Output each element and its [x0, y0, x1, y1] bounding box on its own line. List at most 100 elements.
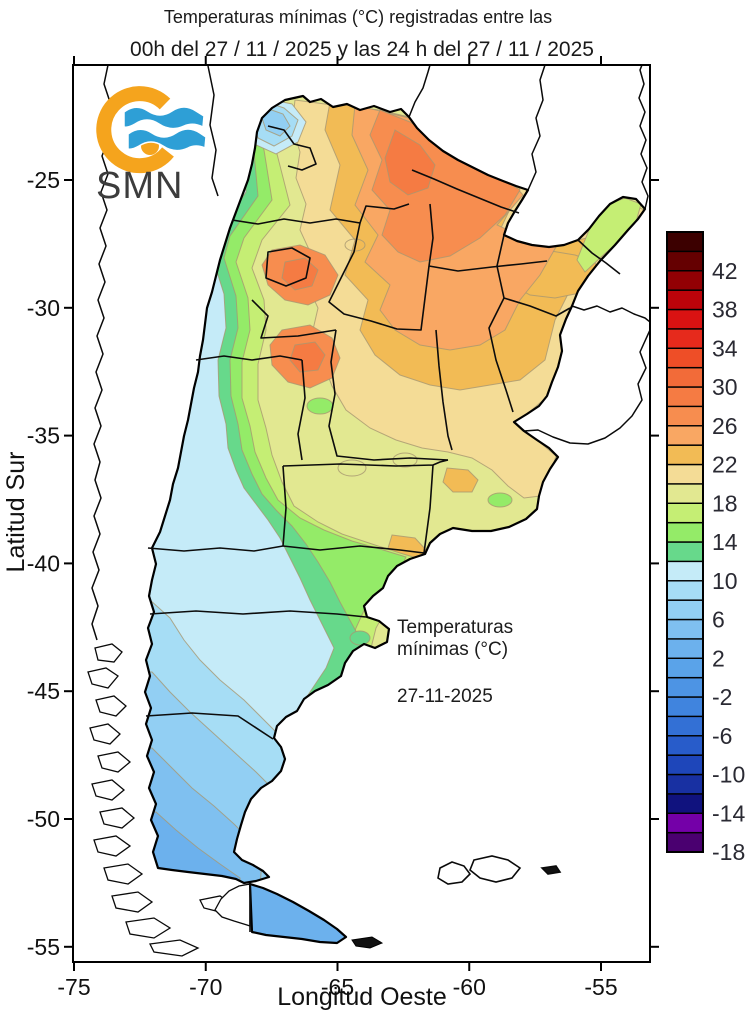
smn-logo-ring — [96, 86, 174, 174]
colorbar-cell-22-24 — [666, 444, 704, 466]
x-tick-label: -55 — [584, 974, 617, 1000]
colorbar-cell-16-18 — [666, 502, 704, 524]
colorbar-label: -2 — [712, 684, 732, 710]
paraguay-brazil-border — [638, 66, 649, 210]
colorbar-label: 6 — [712, 607, 725, 633]
tdf-chile-part — [214, 883, 251, 927]
plot-frame-overlay — [72, 64, 651, 963]
colorbar-cell-14-16 — [666, 521, 704, 543]
colorbar-cell-40-42 — [666, 270, 704, 291]
contour-ring-1 — [392, 452, 418, 468]
title-line2: 00h del 27 / 11 / 2025 y las 24 h del 27… — [130, 38, 594, 61]
colorbar — [666, 231, 704, 853]
annotation-line2: mínimas (°C) — [397, 639, 508, 660]
colorbar-cell-0-2 — [666, 657, 704, 679]
map-annotation: Temperaturas mínimas (°C) 27-11-2025 — [397, 617, 513, 707]
malvinas-islands — [437, 855, 562, 885]
isla-de-los-estados — [351, 936, 384, 949]
colorbar-cell-8-10 — [666, 580, 704, 601]
colorbar-cell-28-30 — [666, 386, 704, 408]
colorbar-cell--16--14 — [666, 812, 704, 834]
neighbor-borders — [91, 66, 649, 641]
colorbar-label: 22 — [712, 452, 738, 478]
colorbar-label: 30 — [712, 374, 738, 400]
y-axis-ticks: -25 -30 -35 -40 -45 -50 -55 — [27, 167, 659, 960]
colorbar-labels: 42 38 34 30 26 22 18 14 10 6 2 -2 -6 -10 -14 -18 — [712, 258, 745, 865]
colorbar-label: 38 — [712, 297, 738, 323]
smn-logo: SMN — [96, 86, 207, 207]
colorbar-cell--14--12 — [666, 793, 704, 814]
colorbar-cell--18--16 — [666, 831, 704, 853]
colorbar-cell-36-38 — [666, 308, 704, 330]
y-tick-label: -30 — [27, 295, 60, 321]
smn-logo-text: SMN — [96, 165, 183, 207]
colorbar-cell-18-20 — [666, 483, 704, 504]
colorbar-label: 10 — [712, 568, 738, 594]
y-tick-label: -25 — [27, 167, 60, 193]
colorbar-cell-38-40 — [666, 289, 704, 311]
colorbar-cell-20-22 — [666, 463, 704, 485]
colorbar-label: 18 — [712, 490, 738, 516]
colorbar-cell-44-46 — [666, 231, 704, 253]
spot-gold-ba-east — [442, 467, 479, 493]
paraguay-river-border — [527, 66, 546, 191]
colorbar-label: -18 — [712, 839, 745, 865]
colorbar-label: -6 — [712, 723, 732, 749]
colorbar-cell-30-32 — [666, 366, 704, 388]
province-borders — [145, 125, 621, 932]
colorbar-label: 34 — [712, 335, 738, 361]
colorbar-label: -14 — [712, 800, 745, 826]
colorbar-cell-6-8 — [666, 599, 704, 621]
x-tick-label: -60 — [453, 974, 486, 1000]
colorbar-cell-12-14 — [666, 541, 704, 563]
colorbar-cell-24-26 — [666, 425, 704, 446]
colorbar-cell--4--2 — [666, 696, 704, 718]
bolivia-paraguay-border — [408, 66, 431, 118]
x-tick-label: -75 — [57, 974, 90, 1000]
colorbar-border — [666, 231, 704, 853]
colorbar-cell-42-44 — [666, 250, 704, 272]
colorbar-cell--8--6 — [666, 735, 704, 756]
pacific-coast-line — [91, 66, 111, 641]
colorbar-cell-4-6 — [666, 618, 704, 640]
colorbar-label: 26 — [712, 413, 738, 439]
smn-logo-wave-1 — [123, 106, 205, 130]
spot-green-ba — [487, 492, 513, 508]
x-axis-title: Longitud Oeste — [277, 983, 447, 1011]
spot-green-lapampa — [306, 397, 334, 415]
colorbar-cell-10-12 — [666, 560, 704, 582]
colorbar-cell-2-4 — [666, 638, 704, 659]
spot-green-valdes — [349, 630, 371, 646]
colorbar-cell-34-36 — [666, 328, 704, 349]
contour-ring-2 — [337, 459, 367, 477]
x-axis-ticks: -75 -70 -65 -60 -55 — [57, 56, 618, 1000]
colorbar-cell-32-34 — [666, 347, 704, 369]
colorbar-cell--12--10 — [666, 773, 704, 795]
colorbar-label: 2 — [712, 645, 725, 671]
y-axis-title: Latitud Sur — [2, 452, 30, 573]
y-tick-label: -55 — [27, 934, 60, 960]
y-tick-label: -35 — [27, 423, 60, 449]
colorbar-label: 42 — [712, 258, 738, 284]
y-tick-label: -50 — [27, 806, 60, 832]
title-line1: Temperaturas mínimas (°C) registradas en… — [164, 7, 552, 27]
core-28-30-formosa — [384, 129, 436, 196]
x-tick-label: -65 — [321, 974, 354, 1000]
colorbar-label: 14 — [712, 529, 738, 555]
smn-logo-wave-2 — [127, 128, 207, 152]
chile-archipelago — [87, 643, 251, 957]
colorbar-cell--10--8 — [666, 754, 704, 776]
colorbar-cell-26-28 — [666, 405, 704, 427]
chile-bolivia-border — [207, 66, 219, 197]
colorbar-cell--6--4 — [666, 715, 704, 737]
uruguay-outline — [523, 305, 649, 445]
colorbar-cell--2-0 — [666, 676, 704, 698]
argentina-outline — [143, 94, 647, 945]
annotation-date: 27-11-2025 — [397, 686, 493, 707]
y-tick-label: -45 — [27, 678, 60, 704]
x-tick-label: -70 — [189, 974, 222, 1000]
annotation-line1: Temperaturas — [397, 617, 513, 638]
core-28-30-larioja — [289, 341, 326, 373]
